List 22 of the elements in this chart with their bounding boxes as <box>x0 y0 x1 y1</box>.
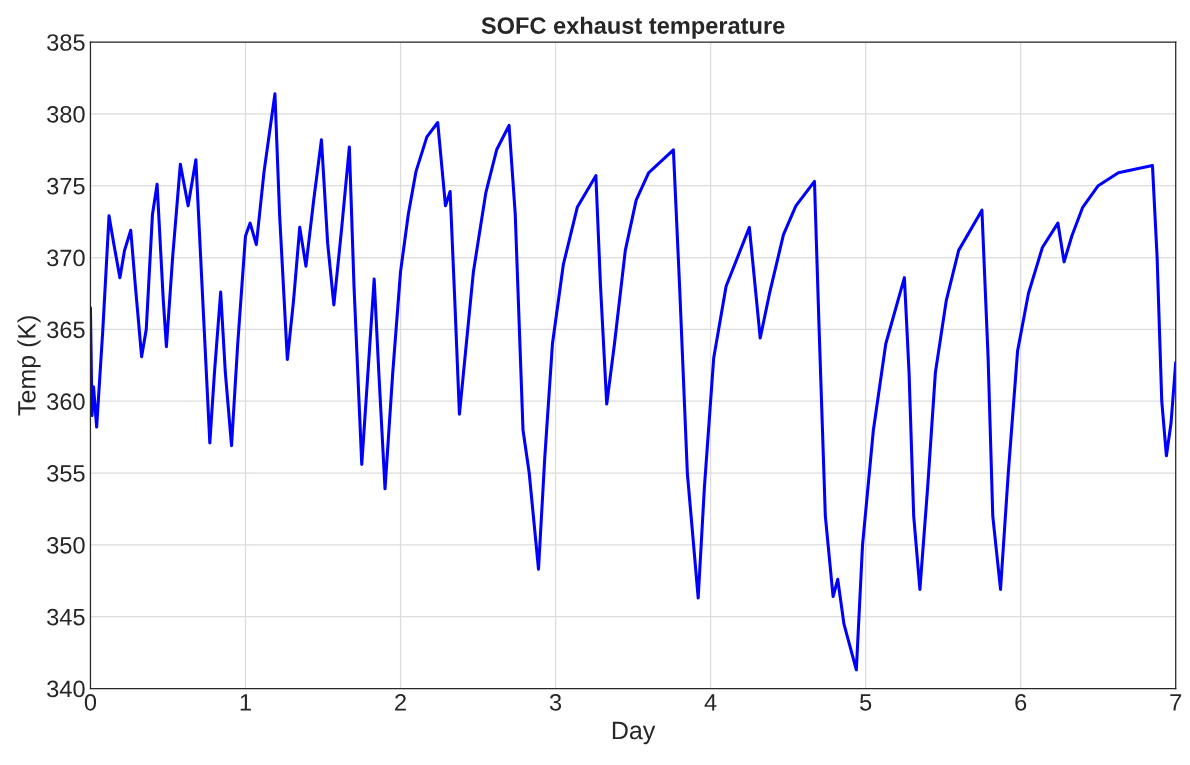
x-tick-label: 7 <box>1170 694 1182 711</box>
x-tick-label: 4 <box>704 694 717 711</box>
y-tick-label: 340 <box>47 680 85 698</box>
y-tick-label: 380 <box>47 105 85 123</box>
y-tick-label: 360 <box>47 393 85 410</box>
x-tick-label: 3 <box>549 693 562 711</box>
y-tick-label: 365 <box>47 321 85 339</box>
x-tick-label: 1 <box>240 694 251 711</box>
y-tick-label: 355 <box>47 465 85 482</box>
x-axis-title: Day <box>612 721 656 745</box>
line-series <box>90 92 1176 672</box>
y-axis-title: Temp (K) <box>17 316 41 416</box>
x-tick-label: 2 <box>395 693 406 711</box>
y-tick-label: 345 <box>47 608 85 626</box>
y-tick-label: 350 <box>47 536 85 554</box>
y-tick-label: 370 <box>47 249 85 267</box>
chart-title: SOFC exhaust temperature <box>481 16 785 39</box>
x-tick-label: 5 <box>860 694 872 711</box>
y-tick-label: 375 <box>47 177 85 195</box>
x-tick-label: 0 <box>84 693 97 711</box>
y-tick-label: 385 <box>47 34 85 51</box>
x-tick-label: 6 <box>1015 693 1027 711</box>
